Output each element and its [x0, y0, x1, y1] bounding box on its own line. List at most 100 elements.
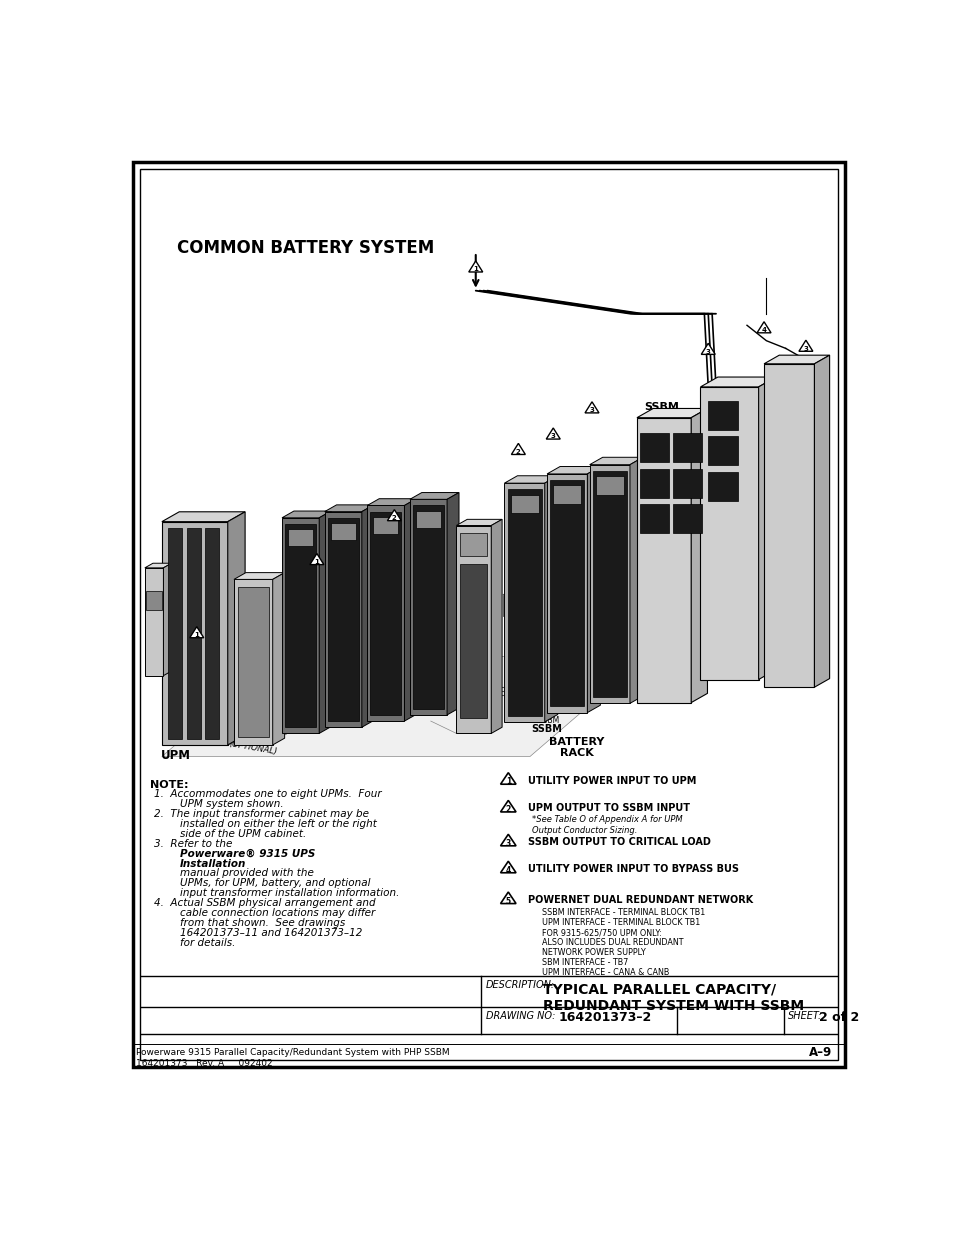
Polygon shape: [511, 443, 525, 454]
Polygon shape: [589, 464, 629, 704]
Polygon shape: [658, 632, 670, 661]
Text: Powerware 9315 Parallel Capacity/Redundant System with PHP SSBM: Powerware 9315 Parallel Capacity/Redunda…: [136, 1047, 450, 1057]
Polygon shape: [456, 520, 501, 526]
Polygon shape: [700, 343, 715, 354]
Polygon shape: [387, 510, 401, 521]
Polygon shape: [373, 517, 397, 534]
Polygon shape: [532, 589, 574, 595]
Polygon shape: [500, 835, 516, 846]
Polygon shape: [145, 563, 172, 568]
Polygon shape: [190, 626, 204, 637]
Polygon shape: [228, 511, 245, 745]
Polygon shape: [553, 485, 580, 504]
Text: SSBM INTERFACE - TERMINAL BLOCK TB1: SSBM INTERFACE - TERMINAL BLOCK TB1: [532, 908, 705, 918]
Polygon shape: [591, 597, 620, 619]
Polygon shape: [628, 631, 640, 659]
Polygon shape: [557, 615, 569, 645]
Polygon shape: [616, 625, 645, 646]
Text: 3: 3: [705, 348, 710, 354]
Polygon shape: [603, 604, 645, 611]
Polygon shape: [586, 616, 598, 645]
Polygon shape: [707, 401, 737, 430]
Polygon shape: [672, 468, 701, 498]
Text: UTILITY POWER INPUT TO UPM: UTILITY POWER INPUT TO UPM: [528, 776, 696, 785]
Text: 2 of 2: 2 of 2: [819, 1010, 859, 1024]
Text: input transformer installation information.: input transformer installation informati…: [179, 888, 398, 898]
Polygon shape: [163, 563, 172, 676]
Polygon shape: [544, 609, 574, 631]
Polygon shape: [569, 637, 598, 658]
Polygon shape: [633, 604, 645, 632]
Text: 1: 1: [473, 267, 477, 272]
Text: installed on either the left or the right: installed on either the left or the righ…: [179, 819, 376, 829]
Polygon shape: [561, 589, 603, 597]
Polygon shape: [527, 615, 569, 622]
Polygon shape: [413, 505, 443, 709]
Text: 1: 1: [194, 632, 199, 638]
Polygon shape: [410, 493, 458, 499]
Polygon shape: [637, 409, 707, 417]
Text: 1: 1: [505, 777, 511, 787]
Polygon shape: [162, 656, 645, 757]
Polygon shape: [620, 590, 633, 619]
Polygon shape: [282, 511, 331, 517]
Polygon shape: [757, 322, 770, 332]
Text: 4: 4: [760, 327, 766, 333]
Polygon shape: [645, 618, 658, 646]
Polygon shape: [557, 616, 598, 624]
Polygon shape: [700, 377, 775, 387]
Polygon shape: [145, 568, 163, 676]
Text: 3: 3: [505, 839, 511, 847]
Polygon shape: [491, 520, 501, 734]
Polygon shape: [589, 457, 642, 464]
Polygon shape: [707, 472, 737, 501]
Polygon shape: [546, 474, 587, 713]
Polygon shape: [539, 630, 581, 636]
Polygon shape: [628, 632, 670, 638]
Polygon shape: [468, 261, 482, 272]
Polygon shape: [561, 589, 574, 618]
Text: side of the UPM cabinet.: side of the UPM cabinet.: [179, 829, 306, 839]
Polygon shape: [367, 499, 416, 505]
Polygon shape: [758, 377, 775, 679]
Polygon shape: [616, 618, 628, 646]
Text: 2: 2: [505, 805, 511, 814]
Polygon shape: [546, 467, 599, 474]
Polygon shape: [500, 861, 516, 873]
Polygon shape: [310, 553, 323, 564]
Text: NETWORK POWER SUPPLY: NETWORK POWER SUPPLY: [532, 948, 645, 957]
Text: UPMs, for UPM, battery, and optional: UPMs, for UPM, battery, and optional: [179, 878, 370, 888]
Polygon shape: [574, 603, 616, 610]
FancyBboxPatch shape: [140, 169, 837, 1060]
Polygon shape: [596, 477, 623, 495]
Text: SSBM: SSBM: [643, 403, 679, 412]
Polygon shape: [584, 401, 598, 412]
FancyBboxPatch shape: [133, 162, 843, 1067]
Text: BATTERY
RACK: BATTERY RACK: [548, 737, 603, 758]
Polygon shape: [187, 527, 200, 739]
Polygon shape: [205, 527, 219, 739]
Polygon shape: [328, 517, 358, 721]
Text: 1.  Accommodates one to eight UPMs.  Four: 1. Accommodates one to eight UPMs. Four: [154, 789, 381, 799]
Polygon shape: [532, 588, 544, 616]
Polygon shape: [628, 638, 658, 661]
Polygon shape: [586, 624, 616, 646]
Polygon shape: [459, 534, 487, 556]
Text: POWERNET DUAL REDUNDANT NETWORK: POWERNET DUAL REDUNDANT NETWORK: [528, 895, 753, 905]
Text: *See Table O of Appendix A for UPM
Output Conductor Sizing.: *See Table O of Appendix A for UPM Outpu…: [532, 815, 682, 835]
Text: 3: 3: [550, 433, 555, 440]
Polygon shape: [639, 433, 669, 462]
Text: SSBM: SSBM: [531, 724, 562, 734]
Text: REDUNDANT SYSTEM WITH SSBM: REDUNDANT SYSTEM WITH SSBM: [542, 999, 803, 1013]
Polygon shape: [162, 511, 245, 521]
Polygon shape: [763, 364, 814, 687]
Text: INPUT
TRANSFORMER
CABINET
(OPTIONAL): INPUT TRANSFORMER CABINET (OPTIONAL): [220, 706, 291, 758]
Text: cable connection locations may differ: cable connection locations may differ: [179, 908, 375, 918]
Polygon shape: [410, 499, 447, 715]
Polygon shape: [591, 589, 603, 618]
Polygon shape: [456, 526, 491, 734]
Polygon shape: [168, 527, 182, 739]
Polygon shape: [502, 588, 544, 595]
Text: for details.: for details.: [179, 939, 234, 948]
Polygon shape: [550, 480, 583, 706]
